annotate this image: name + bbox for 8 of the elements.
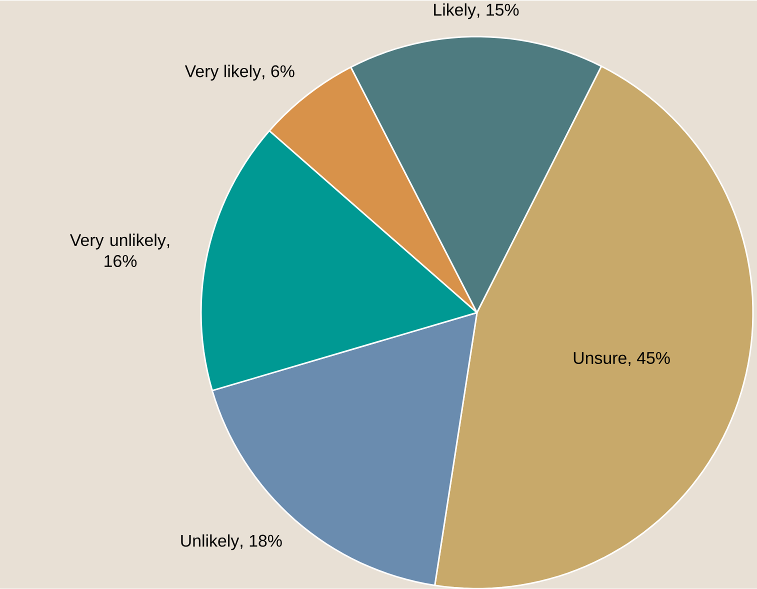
data-label: , 45% [628,352,670,366]
slice-label: Very likely [184,64,261,80]
slice-label: Unlikely [181,534,240,550]
data-label: , 18% [240,534,282,549]
slice-label: Likely [434,3,476,19]
data-label: , 6% [262,65,294,80]
data-label: , 15% [478,4,519,18]
slice-label: Unsure [574,352,626,364]
